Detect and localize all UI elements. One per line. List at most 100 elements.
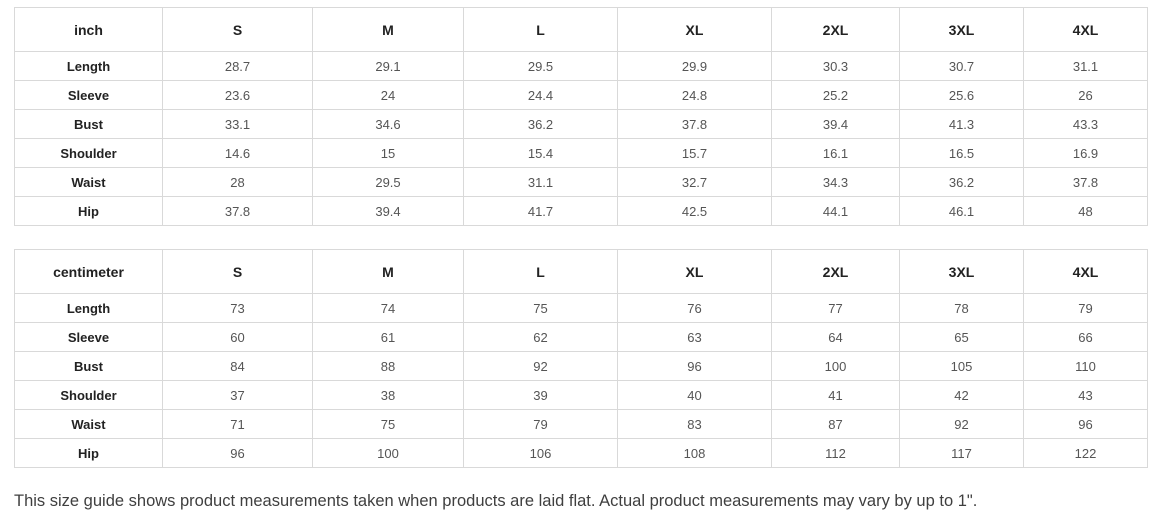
measurement-cell: 66 [1023, 322, 1148, 352]
row-label-cell: Sleeve [14, 322, 163, 352]
measurement-cell: 31.1 [463, 167, 618, 197]
measurement-cell: 73 [162, 293, 313, 323]
measurement-cell: 75 [312, 409, 464, 439]
measurement-cell: 41 [771, 380, 900, 410]
measurement-cell: 38 [312, 380, 464, 410]
measurement-cell: 43.3 [1023, 109, 1148, 139]
measurement-cell: 28 [162, 167, 313, 197]
table-row: Length 73 74 75 76 77 78 79 [14, 293, 1148, 323]
measurement-cell: 75 [463, 293, 618, 323]
header-row: centimeter S M L XL 2XL 3XL 4XL [14, 249, 1148, 294]
measurement-cell: 78 [899, 293, 1024, 323]
header-row: inch S M L XL 2XL 3XL 4XL [14, 7, 1148, 52]
size-header-cell: M [312, 249, 464, 294]
measurement-cell: 61 [312, 322, 464, 352]
measurement-cell: 15.4 [463, 138, 618, 168]
measurement-cell: 16.1 [771, 138, 900, 168]
size-guide-note: This size guide shows product measuremen… [14, 492, 978, 510]
measurement-cell: 117 [899, 438, 1024, 468]
measurement-cell: 105 [899, 351, 1024, 381]
measurement-cell: 25.2 [771, 80, 900, 110]
row-label-cell: Shoulder [14, 380, 163, 410]
unit-header-cell: inch [14, 7, 163, 52]
row-label-cell: Length [14, 51, 163, 81]
measurement-cell: 16.9 [1023, 138, 1148, 168]
measurement-cell: 34.6 [312, 109, 464, 139]
table-row: Hip 96 100 106 108 112 117 122 [14, 438, 1148, 468]
measurement-cell: 15.7 [617, 138, 772, 168]
measurement-cell: 31.1 [1023, 51, 1148, 81]
size-header-cell: M [312, 7, 464, 52]
size-header-cell: S [162, 249, 313, 294]
inch-size-table: inch S M L XL 2XL 3XL 4XL Length 28.7 29.1 29.5 29.… [14, 7, 1148, 226]
table-row: Bust 33.1 34.6 36.2 37.8 39.4 41.3 43.3 [14, 109, 1148, 139]
measurement-cell: 96 [1023, 409, 1148, 439]
measurement-cell: 48 [1023, 196, 1148, 226]
measurement-cell: 15 [312, 138, 464, 168]
size-header-cell: XL [617, 7, 772, 52]
measurement-cell: 39 [463, 380, 618, 410]
size-header-cell: 2XL [771, 249, 900, 294]
table-row: Waist 28 29.5 31.1 32.7 34.3 36.2 37.8 [14, 167, 1148, 197]
measurement-cell: 39.4 [312, 196, 464, 226]
measurement-cell: 100 [312, 438, 464, 468]
measurement-cell: 44.1 [771, 196, 900, 226]
measurement-cell: 41.3 [899, 109, 1024, 139]
measurement-cell: 79 [1023, 293, 1148, 323]
table-row: Hip 37.8 39.4 41.7 42.5 44.1 46.1 48 [14, 196, 1148, 226]
row-label-cell: Shoulder [14, 138, 163, 168]
row-label-cell: Hip [14, 196, 163, 226]
measurement-cell: 108 [617, 438, 772, 468]
measurement-cell: 110 [1023, 351, 1148, 381]
size-guide-page: inch S M L XL 2XL 3XL 4XL Length 28.7 29.1 29.5 29.… [14, 7, 1148, 510]
measurement-cell: 37 [162, 380, 313, 410]
measurement-cell: 39.4 [771, 109, 900, 139]
measurement-cell: 96 [162, 438, 313, 468]
measurement-cell: 29.9 [617, 51, 772, 81]
size-header-cell: 4XL [1023, 249, 1148, 294]
measurement-cell: 122 [1023, 438, 1148, 468]
size-header-cell: 3XL [899, 7, 1024, 52]
measurement-cell: 40 [617, 380, 772, 410]
centimeter-size-table-header: centimeter S M L XL 2XL 3XL 4XL [14, 249, 1148, 294]
measurement-cell: 76 [617, 293, 772, 323]
measurement-cell: 83 [617, 409, 772, 439]
measurement-cell: 87 [771, 409, 900, 439]
table-row: Length 28.7 29.1 29.5 29.9 30.3 30.7 31.1 [14, 51, 1148, 81]
table-row: Sleeve 60 61 62 63 64 65 66 [14, 322, 1148, 352]
measurement-cell: 88 [312, 351, 464, 381]
measurement-cell: 96 [617, 351, 772, 381]
measurement-cell: 24.8 [617, 80, 772, 110]
measurement-cell: 33.1 [162, 109, 313, 139]
row-label-cell: Waist [14, 409, 163, 439]
table-row: Bust 84 88 92 96 100 105 110 [14, 351, 1148, 381]
measurement-cell: 14.6 [162, 138, 313, 168]
measurement-cell: 30.3 [771, 51, 900, 81]
row-label-cell: Waist [14, 167, 163, 197]
measurement-cell: 63 [617, 322, 772, 352]
unit-header-cell: centimeter [14, 249, 163, 294]
table-row: Shoulder 14.6 15 15.4 15.7 16.1 16.5 16.9 [14, 138, 1148, 168]
size-header-cell: S [162, 7, 313, 52]
measurement-cell: 100 [771, 351, 900, 381]
measurement-cell: 16.5 [899, 138, 1024, 168]
table-row: Shoulder 37 38 39 40 41 42 43 [14, 380, 1148, 410]
size-header-cell: L [463, 7, 618, 52]
measurement-cell: 42 [899, 380, 1024, 410]
measurement-cell: 34.3 [771, 167, 900, 197]
measurement-cell: 112 [771, 438, 900, 468]
measurement-cell: 41.7 [463, 196, 618, 226]
measurement-cell: 29.1 [312, 51, 464, 81]
measurement-cell: 79 [463, 409, 618, 439]
size-header-cell: XL [617, 249, 772, 294]
table-row: Waist 71 75 79 83 87 92 96 [14, 409, 1148, 439]
measurement-cell: 28.7 [162, 51, 313, 81]
row-label-cell: Hip [14, 438, 163, 468]
measurement-cell: 64 [771, 322, 900, 352]
measurement-cell: 92 [463, 351, 618, 381]
size-header-cell: 4XL [1023, 7, 1148, 52]
measurement-cell: 37.8 [617, 109, 772, 139]
size-header-cell: L [463, 249, 618, 294]
inch-size-table-body: Length 28.7 29.1 29.5 29.9 30.3 30.7 31.1 Sleeve… [14, 51, 1148, 226]
measurement-cell: 74 [312, 293, 464, 323]
